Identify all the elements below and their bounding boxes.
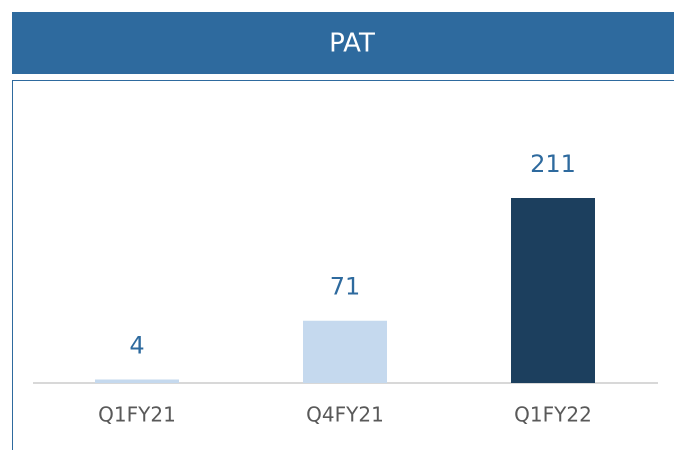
data-label: 71 [330,273,361,301]
x-tick-label: Q1FY21 [98,403,176,427]
x-tick-label: Q4FY21 [306,403,384,427]
frame [12,80,674,450]
x-tick-label: Q1FY22 [514,403,592,427]
chart-title: PAT [329,29,375,59]
data-label: 4 [129,331,144,359]
title-band [12,12,674,74]
data-label: 211 [530,150,576,178]
bar [303,320,387,383]
bar [511,198,595,383]
bar [95,379,179,383]
